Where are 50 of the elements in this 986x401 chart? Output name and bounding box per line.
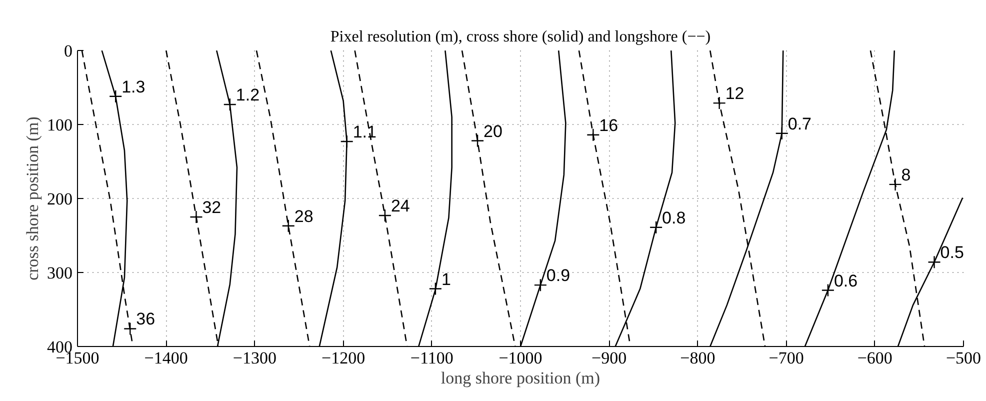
x-tick-label: −600 (857, 348, 892, 368)
annotation: 0.6 (834, 271, 858, 290)
annotation: 12 (725, 84, 744, 104)
annotation: 0.9 (546, 266, 570, 286)
point (534, 278, 548, 292)
annotation: 1.1 (352, 122, 376, 142)
annotation: 36 (136, 310, 156, 329)
x-tick-label: −900 (592, 348, 627, 368)
x-tick-label: −1300 (232, 348, 276, 368)
annotation: 16 (599, 116, 618, 135)
x-tick-label: −1400 (144, 348, 188, 368)
x-tick-label: −1200 (322, 348, 366, 368)
annotation: 1.2 (236, 86, 260, 105)
point (928, 256, 941, 269)
x-tick-label: −500 (946, 348, 982, 368)
annotation: 24 (390, 196, 410, 216)
annotation: 1 (441, 270, 451, 289)
y-axis-title: cross shore position (m) (23, 116, 42, 280)
y-tick-label: 0 (64, 42, 72, 60)
annotation: 32 (202, 198, 222, 217)
x-tick-label: −1100 (410, 348, 454, 368)
annotation: 0.8 (662, 208, 686, 228)
annotation: 0.7 (788, 114, 812, 134)
y-tick-label: 200 (47, 190, 72, 208)
point (775, 126, 788, 140)
point (470, 134, 484, 148)
chart-title: Pixel resolution (m), cross shore (solid) and longshore (−−) (330, 28, 711, 46)
x-axis-title: long shore position (m) (440, 368, 600, 388)
point (109, 90, 122, 103)
point (821, 284, 835, 297)
x-tick-label: −1000 (498, 348, 542, 368)
annotation: 8 (901, 165, 911, 184)
x-tick-label: −800 (680, 348, 716, 368)
annotation: 28 (294, 206, 314, 226)
x-tick-label: −700 (768, 348, 804, 368)
point (888, 178, 902, 192)
point (223, 98, 236, 112)
point (340, 134, 354, 148)
y-tick-label: 300 (47, 264, 72, 282)
point (190, 210, 203, 224)
annotation: 0.5 (940, 243, 964, 262)
point (378, 208, 392, 222)
point (649, 220, 663, 234)
y-tick-label: 100 (47, 116, 72, 134)
point (586, 128, 600, 142)
annotation: 1.3 (122, 77, 146, 96)
point (428, 282, 442, 296)
point (282, 219, 295, 232)
point (712, 96, 726, 110)
annotation: 20 (484, 122, 502, 141)
